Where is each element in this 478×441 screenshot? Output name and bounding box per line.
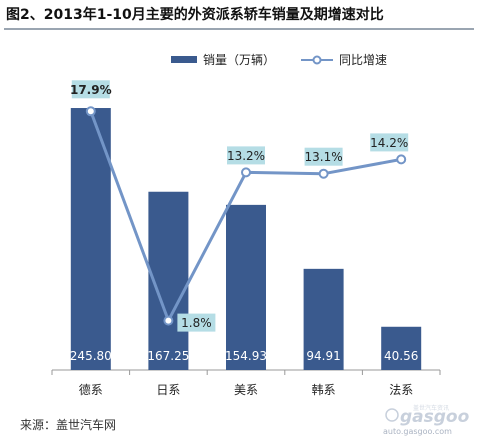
bar bbox=[70, 108, 111, 371]
legend-bar-label: 销量（万辆） bbox=[203, 53, 275, 67]
line-series: 17.9% 1.8% 13.2% 13.1% 14.2% bbox=[70, 80, 409, 332]
bar bbox=[226, 204, 266, 370]
legend-bar-swatch bbox=[171, 56, 197, 63]
title-divider bbox=[4, 28, 474, 30]
growth-label-box bbox=[304, 147, 343, 166]
growth-point bbox=[85, 106, 96, 117]
bar-value-labels: 245.80 167.25 154.93 94.91 40.56 bbox=[70, 349, 419, 363]
bar bbox=[381, 326, 422, 370]
bar bbox=[303, 268, 344, 370]
x-axis-ticks bbox=[51, 370, 441, 375]
growth-label: 13.2% bbox=[227, 149, 265, 163]
growth-point bbox=[241, 167, 251, 178]
x-axis-tick-labels: 德系 日系 美系 韩系 法系 bbox=[79, 382, 413, 397]
legend: 销量（万辆） 同比增速 bbox=[171, 53, 387, 67]
category-label: 日系 bbox=[156, 383, 180, 397]
category-label: 美系 bbox=[234, 383, 258, 397]
watermark-caption: 盖世汽车资讯 bbox=[413, 404, 449, 412]
bar-value-label: 154.93 bbox=[225, 349, 267, 363]
growth-point bbox=[163, 315, 174, 326]
bar-value-label: 167.25 bbox=[147, 349, 189, 363]
legend-line-marker bbox=[312, 55, 322, 65]
legend-line-label: 同比增速 bbox=[339, 53, 387, 67]
growth-label-box bbox=[370, 133, 409, 152]
growth-label: 14.2% bbox=[370, 136, 408, 150]
growth-label-box bbox=[177, 313, 216, 332]
watermark-url: auto.gasgoo.com bbox=[383, 427, 452, 436]
growth-point bbox=[318, 168, 329, 179]
watermark-logo-text: gasgoo bbox=[400, 407, 470, 427]
category-label: 德系 bbox=[79, 382, 103, 397]
gasgoo-watermark-logo: gasgoo 盖世汽车资讯 bbox=[385, 404, 470, 427]
growth-label: 13.1% bbox=[305, 150, 343, 164]
growth-label-box bbox=[227, 146, 265, 165]
bar-value-label: 245.80 bbox=[70, 349, 112, 363]
growth-label-box bbox=[71, 80, 110, 99]
bar-value-label: 94.91 bbox=[306, 349, 340, 363]
category-label: 法系 bbox=[389, 383, 413, 397]
source-note: 来源：盖世汽车网 bbox=[20, 418, 117, 432]
growth-label: 17.9% bbox=[70, 83, 112, 97]
bar-value-label: 40.56 bbox=[384, 349, 418, 363]
chart-title: 图2、2013年1-10月主要的外资派系轿车销量及期增速对比 bbox=[6, 7, 384, 23]
growth-point bbox=[396, 154, 407, 165]
category-label: 韩系 bbox=[312, 382, 336, 397]
growth-label: 1.8% bbox=[181, 316, 212, 330]
